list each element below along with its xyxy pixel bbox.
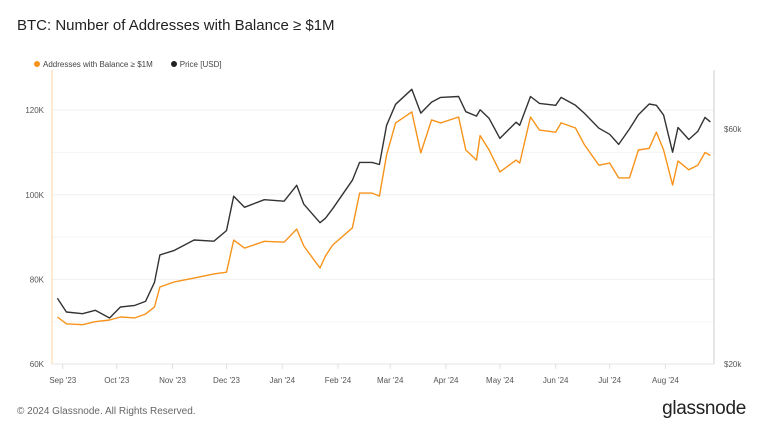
x-tick-label: Oct '23 [104, 376, 130, 385]
x-tick-label: Apr '24 [433, 376, 459, 385]
black-dot-icon [170, 61, 177, 67]
chart-title: BTC: Number of Addresses with Balance ≥ … [17, 17, 335, 34]
x-tick-label: May '24 [486, 376, 514, 385]
legend-item-price[interactable]: Price [USD] [170, 60, 222, 69]
glassnode-logo: glassnode [662, 398, 746, 419]
orange-dot-icon [34, 61, 40, 67]
x-tick-label: Jan '24 [269, 376, 295, 385]
series-line-price [56, 88, 711, 319]
y2-tick-label: $60k [724, 125, 742, 134]
x-tick-label: Dec '23 [213, 376, 240, 385]
y-tick-label: 100K [25, 191, 44, 200]
x-tick-label: Mar '24 [377, 376, 404, 385]
y-tick-label: 80K [30, 275, 45, 284]
series-line-addresses [56, 111, 711, 326]
x-tick-label: Feb '24 [325, 376, 352, 385]
copyright: © 2024 Glassnode. All Rights Reserved. [17, 406, 196, 417]
legend: Addresses with Balance ≥ $1M Price [USD] [34, 60, 222, 69]
y2-tick-label: $20k [724, 360, 742, 369]
legend-item-addresses[interactable]: Addresses with Balance ≥ $1M [34, 60, 153, 69]
x-tick-label: Nov '23 [159, 376, 186, 385]
y-tick-label: 120K [25, 106, 44, 115]
x-tick-label: Jun '24 [543, 376, 569, 385]
x-tick-label: Jul '24 [598, 376, 621, 385]
y-tick-label: 60K [30, 360, 45, 369]
x-tick-label: Sep '23 [49, 376, 76, 385]
x-tick-label: Aug '24 [652, 376, 679, 385]
